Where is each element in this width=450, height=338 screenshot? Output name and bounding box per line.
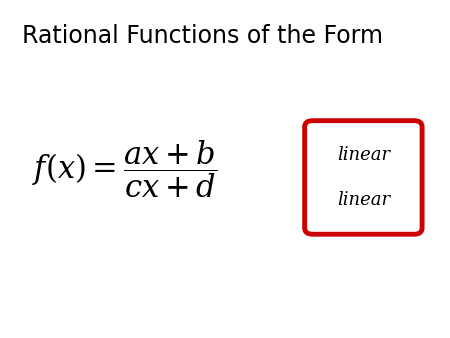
Text: linear: linear — [337, 146, 390, 164]
Text: $f(x)=\dfrac{ax+b}{cx+d}$: $f(x)=\dfrac{ax+b}{cx+d}$ — [32, 138, 217, 200]
Text: Rational Functions of the Form: Rational Functions of the Form — [22, 24, 383, 48]
Text: linear: linear — [337, 191, 390, 209]
